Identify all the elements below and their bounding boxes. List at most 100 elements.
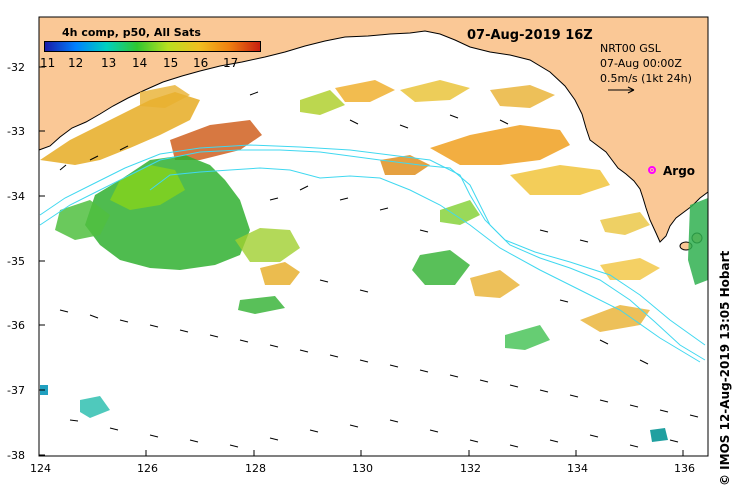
current-arrow [509,384,519,388]
sst-patch [430,125,570,165]
colorbar-tick: 13 [101,56,117,70]
argo-label: Argo [663,164,696,178]
current-arrow [339,197,349,201]
current-arrow [449,374,459,378]
current-arrow [539,389,549,393]
lat-axis [39,66,45,456]
sst-patch [600,212,650,235]
current-arrow [669,439,679,443]
colorbar-tick: 12 [68,56,84,70]
sst-patch [490,85,555,108]
current-arrow [389,419,399,423]
lon-label: 130 [352,462,373,475]
current-arrow [419,229,429,233]
contour-line [149,167,701,363]
current-arrow [389,364,399,368]
lat-label: -37 [7,384,25,397]
legend-title: 4h comp, p50, All Sats [62,26,201,39]
sst-patch [380,155,430,175]
current-arrow [559,299,569,303]
current-arrow [89,155,99,161]
current-arrow [179,329,189,333]
current-arrow [469,439,479,443]
sst-patch [55,200,110,240]
current-arrow [229,444,239,448]
sst-patch [80,396,110,418]
lon-label: 128 [245,462,266,475]
info-time: 07-Aug 00:00Z [600,57,682,70]
current-arrow [119,319,129,323]
current-arrow [329,354,339,358]
current-arrow [69,419,79,422]
lat-label: -36 [7,319,25,332]
current-arrow [449,114,459,119]
scale-arrow-head [627,86,635,94]
sst-patch [300,90,345,115]
current-arrow [359,359,369,363]
colorbar-tick: 14 [132,56,148,70]
sst-patch [510,165,610,195]
sst-patch [650,428,668,442]
current-arrow [419,369,429,373]
lon-label: 134 [567,462,588,475]
lon-label: 124 [30,462,51,475]
date-title: 07-Aug-2019 16Z [467,28,593,43]
current-arrow [629,444,639,448]
info-scale: 0.5m/s (1kt 24h) [600,72,692,85]
current-arrow [689,414,699,418]
current-arrow [629,404,639,408]
sst-patches [40,80,708,442]
sst-patch [440,200,480,225]
lon-label: 136 [674,462,695,475]
current-arrow [119,145,129,151]
sst-patch [110,165,185,210]
sst-patch [412,250,470,285]
current-arrow [309,429,319,433]
colorbar-tick: 15 [163,56,179,70]
current-arrow [589,434,599,438]
current-arrow [59,309,69,313]
map-frame [38,16,709,457]
current-arrow [269,197,279,201]
lon-axis [38,450,684,456]
sst-patch [335,80,395,102]
current-arrow [269,437,279,441]
current-arrow [579,239,589,243]
current-arrow [149,434,159,438]
sst-patch [238,296,285,314]
current-arrow [299,185,309,191]
current-arrow [379,207,389,211]
current-arrow [599,399,609,403]
current-arrow [479,379,489,383]
sst-patch [235,228,300,262]
current-arrow [549,439,559,443]
lon-label: 126 [137,462,158,475]
current-arrow [659,409,669,413]
current-arrow [429,429,439,433]
current-arrow [149,324,159,328]
contour-line [39,144,706,346]
argo-marker [648,166,656,174]
current-arrows [59,91,699,448]
current-arrow [59,164,67,171]
current-arrow [109,427,119,431]
current-arrow [599,339,609,345]
sst-patch [40,92,200,165]
sst-patch [600,258,660,280]
current-arrow [569,394,579,398]
sst-patch [505,325,550,350]
bathymetry-contours [39,144,706,363]
current-arrow [509,444,519,448]
info-source: NRT00 GSL [600,42,661,55]
current-arrow [349,424,359,428]
lat-label: -38 [7,449,25,462]
current-arrow [399,124,409,129]
lon-label: 132 [460,462,481,475]
temperature-colorbar [44,41,261,52]
current-arrow [269,344,279,348]
current-arrow [89,314,99,319]
colorbar-tick: 11 [40,56,56,70]
current-arrow [209,334,219,338]
credit-text: © IMOS 12-Aug-2019 13:05 Hobart [718,250,732,486]
